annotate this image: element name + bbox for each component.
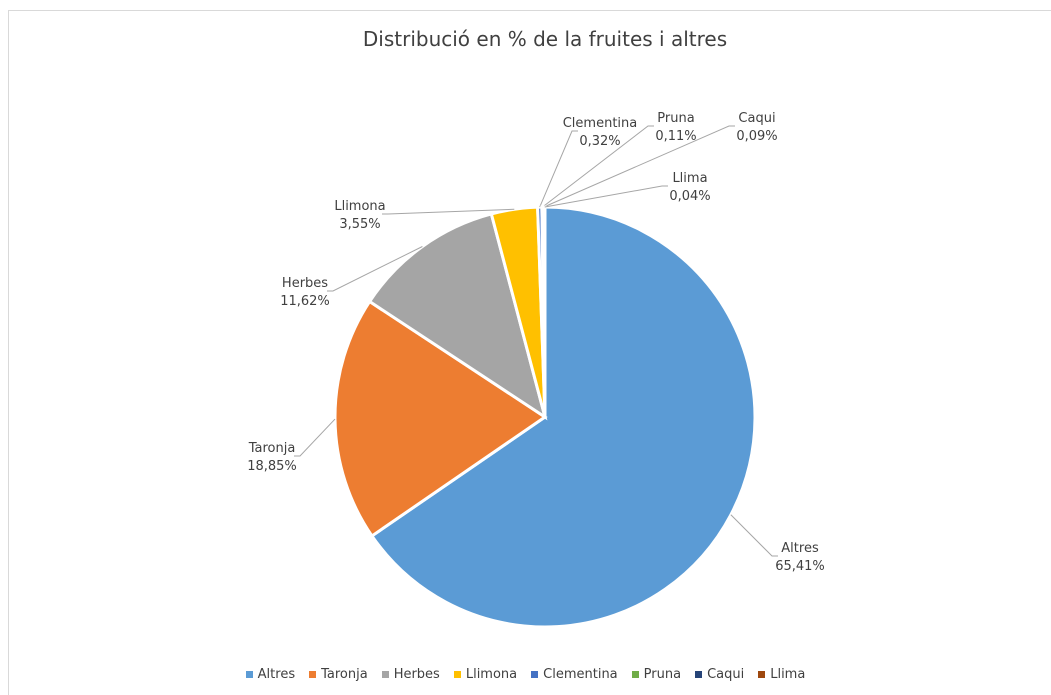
legend-label: Pruna: [643, 667, 682, 682]
legend-label: Herbes: [393, 667, 440, 682]
leader-line: [382, 208, 515, 215]
legend-swatch: [309, 671, 317, 678]
legend-item: Pruna: [631, 667, 682, 682]
pie-slice: [542, 205, 547, 418]
pie-slice: [367, 212, 548, 421]
legend-swatch: [695, 671, 703, 678]
leader-line: [542, 125, 654, 208]
leader-line: [730, 514, 778, 557]
data-label-name: Altres: [781, 541, 819, 556]
leader-line: [539, 130, 578, 208]
legend-item: Altres: [245, 667, 296, 682]
legend-label: Clementina: [543, 667, 618, 682]
legend: Altres Taronja Herbes Llimona Clementina Prun…: [0, 667, 1051, 682]
chart-title: Distribució en % de la fruites i altres: [363, 27, 727, 51]
legend-swatch: [453, 671, 461, 678]
legend-label: Llima: [770, 667, 806, 682]
data-label-name: Clementina: [563, 116, 638, 131]
legend-swatch: [381, 671, 389, 678]
legend-swatch: [531, 671, 539, 678]
legend-item: Llimona: [453, 667, 518, 682]
chart-border: [8, 10, 1051, 695]
data-label-name: Llima: [672, 171, 707, 186]
data-label-value: 65,41%: [775, 559, 825, 574]
data-label-value: 0,09%: [736, 129, 777, 144]
legend-item: Taronja: [309, 667, 368, 682]
data-label-name: Taronja: [248, 441, 296, 456]
data-label-name: Pruna: [657, 111, 694, 126]
legend-swatch: [631, 671, 639, 678]
leader-line: [544, 185, 668, 208]
legend-swatch: [758, 671, 766, 678]
legend-item: Caqui: [695, 667, 744, 682]
legend-swatch: [245, 671, 253, 678]
data-label-value: 0,04%: [669, 189, 710, 204]
data-label-value: 3,55%: [339, 217, 380, 232]
pie-slice: [333, 299, 548, 539]
data-label-value: 0,11%: [655, 129, 696, 144]
legend-label: Caqui: [707, 667, 745, 682]
legend-item: Llima: [758, 667, 805, 682]
legend-label: Taronja: [321, 667, 368, 682]
leader-line: [543, 125, 735, 208]
data-label-name: Caqui: [738, 111, 775, 126]
data-label-value: 11,62%: [280, 294, 330, 309]
leader-line: [294, 418, 336, 457]
legend-label: Llimona: [465, 667, 518, 682]
data-label-value: 0,32%: [579, 134, 620, 149]
legend-label: Altres: [257, 667, 296, 682]
data-label-name: Llimona: [334, 199, 385, 214]
data-label-value: 18,85%: [247, 459, 297, 474]
leader-line: [327, 246, 423, 292]
legend-item: Herbes: [381, 667, 440, 682]
data-label-name: Herbes: [282, 276, 328, 291]
pie-slice: [369, 205, 757, 629]
legend-item: Clementina: [531, 667, 618, 682]
